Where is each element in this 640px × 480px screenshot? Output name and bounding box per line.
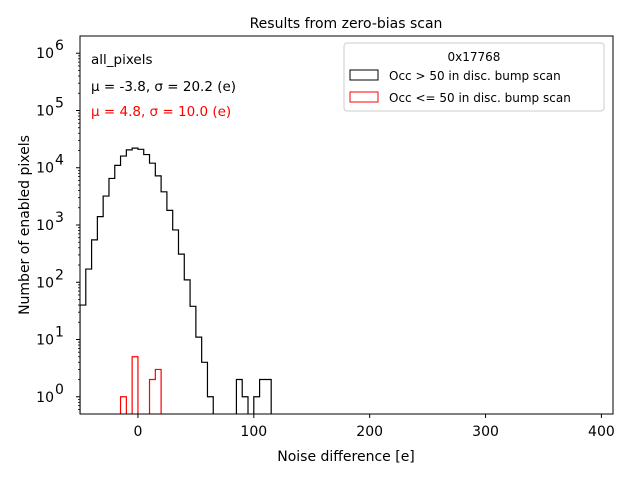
series-1-step-outline xyxy=(148,368,162,414)
series-1 xyxy=(119,356,162,414)
legend-label-occ-low: Occ <= 50 in disc. bump scan xyxy=(389,91,571,105)
series-1-step-outline xyxy=(131,356,139,414)
legend-title: 0x17768 xyxy=(448,50,501,64)
series-0-step-outline xyxy=(253,378,272,414)
series-0-step-outline xyxy=(235,378,249,414)
histogram-bar-occ-high-50 xyxy=(196,337,202,414)
histogram-bar-occ-high--40 xyxy=(92,240,98,414)
annotation-all-pixels: all_pixels xyxy=(91,52,153,68)
histogram-bar-occ-high-25 xyxy=(167,210,173,414)
histogram-bar-occ-high-30 xyxy=(173,230,179,414)
x-tick-label-400: 400 xyxy=(588,424,615,440)
series-1-step-outline xyxy=(119,396,127,414)
y-tick-exponent-100000: 5 xyxy=(55,95,64,111)
histogram-bars xyxy=(80,147,272,414)
legend-box xyxy=(343,42,605,112)
histogram-bar-occ-high--15 xyxy=(121,156,127,414)
y-tick-exponent-1000: 3 xyxy=(55,210,64,226)
legend-label-occ-high: Occ > 50 in disc. bump scan xyxy=(389,69,561,83)
y-axis-label: Number of enabled pixels xyxy=(17,135,33,315)
histogram-bar-occ-low--5 xyxy=(132,357,138,414)
chart-title: Results from zero-bias scan xyxy=(250,16,443,32)
histogram-bar-occ-low--15 xyxy=(121,397,127,414)
x-tick-label-100: 100 xyxy=(240,424,267,440)
y-tick-label-100: 10 xyxy=(36,275,54,291)
histogram-bar-occ-high-85 xyxy=(236,380,242,414)
histogram-bar-occ-high-40 xyxy=(184,280,190,414)
histogram-bar-occ-high-0 xyxy=(138,149,144,414)
legend-swatch-occ-low xyxy=(349,91,379,103)
y-tick-label-10000: 10 xyxy=(36,161,54,177)
x-tick-label-300: 300 xyxy=(472,424,499,440)
x-tick-label-200: 200 xyxy=(356,424,383,440)
histogram-bar-occ-high-100 xyxy=(254,397,260,414)
y-tick-label-100000: 10 xyxy=(36,103,54,119)
histogram-bar-occ-high-55 xyxy=(202,362,208,414)
annotation-occ-high-stats: μ = -3.8, σ = 20.2 (e) xyxy=(91,79,236,95)
x-tick-label-0: 0 xyxy=(133,424,142,440)
histogram-bar-occ-high-10 xyxy=(150,163,156,414)
histogram-bar-occ-high-60 xyxy=(207,397,213,414)
histogram-bar-occ-low-15 xyxy=(155,369,161,414)
y-tick-exponent-100: 2 xyxy=(55,267,64,283)
y-tick-label-1000: 10 xyxy=(36,218,54,234)
y-tick-label-1000000: 10 xyxy=(36,46,54,62)
histogram-bar-occ-high-105 xyxy=(260,380,266,414)
y-tick-exponent-10: 1 xyxy=(55,325,64,341)
histogram-bar-occ-high--45 xyxy=(86,269,92,414)
histogram-bar-occ-high-20 xyxy=(161,192,167,414)
legend-swatch-occ-high xyxy=(349,69,379,81)
histogram-bar-occ-high-35 xyxy=(178,254,184,414)
plot-frame xyxy=(79,35,614,415)
x-axis-label: Noise difference [e] xyxy=(277,449,415,465)
histogram-bar-occ-high-110 xyxy=(265,380,271,414)
histogram-bar-occ-high--25 xyxy=(109,178,115,414)
series-0-step-outline xyxy=(80,147,214,414)
histogram-bar-occ-high--35 xyxy=(97,217,103,414)
legend: 0x17768 Occ > 50 in disc. bump scan Occ … xyxy=(343,42,605,112)
histogram-bar-occ-high-90 xyxy=(242,397,248,414)
histogram-bar-occ-high-45 xyxy=(190,306,196,414)
y-tick-exponent-10000: 4 xyxy=(55,153,64,169)
histogram-bar-occ-high--50 xyxy=(80,305,86,414)
histogram-bar-occ-high-5 xyxy=(144,155,150,414)
histogram-bar-occ-high--30 xyxy=(103,196,109,414)
histogram-bar-occ-high--10 xyxy=(126,150,132,414)
y-tick-exponent-1: 0 xyxy=(55,382,64,398)
histogram-bar-occ-low-10 xyxy=(150,380,156,414)
annotation-occ-low-stats: μ = 4.8, σ = 10.0 (e) xyxy=(91,104,231,120)
histogram-bar-occ-high--20 xyxy=(115,165,121,414)
y-tick-exponent-1000000: 6 xyxy=(55,38,64,54)
y-tick-label-10: 10 xyxy=(36,333,54,349)
series-0 xyxy=(80,147,272,414)
y-tick-label-1: 10 xyxy=(36,390,54,406)
